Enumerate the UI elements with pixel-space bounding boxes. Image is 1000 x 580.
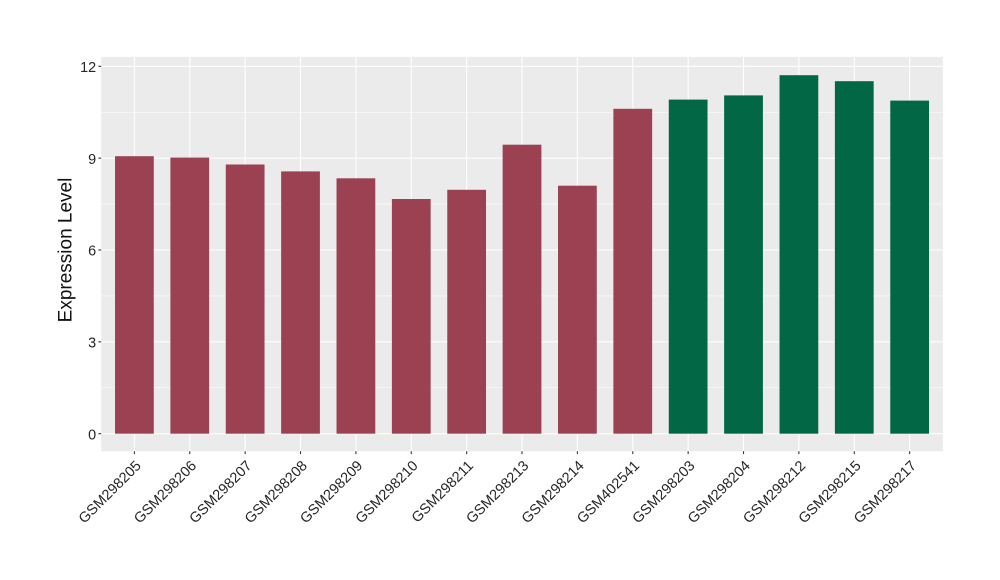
svg-text:12: 12 — [80, 60, 96, 76]
svg-text:0: 0 — [88, 427, 96, 443]
svg-text:3: 3 — [88, 335, 96, 351]
svg-text:6: 6 — [88, 244, 96, 260]
svg-text:9: 9 — [88, 152, 96, 168]
svg-text:Expression Level: Expression Level — [56, 178, 77, 323]
